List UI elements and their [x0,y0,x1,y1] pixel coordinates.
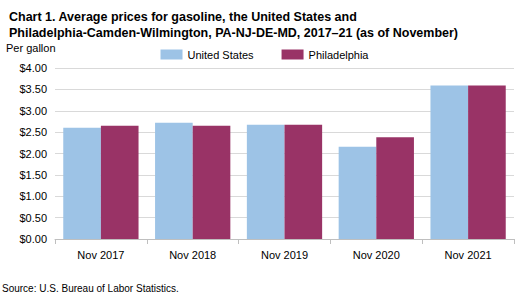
svg-text:Philadelphia: Philadelphia [309,49,370,61]
svg-text:$3.00: $3.00 [19,105,47,117]
svg-text:Per gallon: Per gallon [6,42,56,54]
svg-text:Nov 2020: Nov 2020 [353,249,400,261]
svg-text:$4.00: $4.00 [19,62,47,74]
svg-text:$3.50: $3.50 [19,83,47,95]
svg-text:Philadelphia-Camden-Wilmington: Philadelphia-Camden-Wilmington, PA-NJ-DE… [9,26,458,40]
svg-text:$2.50: $2.50 [19,126,47,138]
svg-text:Chart 1. Average prices for ga: Chart 1. Average prices for gasoline, th… [9,10,360,24]
svg-text:$0.00: $0.00 [19,233,47,245]
svg-text:Nov 2017: Nov 2017 [77,249,124,261]
svg-text:$1.00: $1.00 [19,190,47,202]
svg-text:United States: United States [188,49,255,61]
svg-text:$1.50: $1.50 [19,169,47,181]
svg-text:$0.50: $0.50 [19,212,47,224]
svg-text:$2.00: $2.00 [19,148,47,160]
svg-text:Nov 2019: Nov 2019 [261,249,308,261]
svg-text:Nov 2018: Nov 2018 [169,249,216,261]
svg-text:Nov 2021: Nov 2021 [445,249,492,261]
svg-text:Source: U.S. Bureau of Labor S: Source: U.S. Bureau of Labor Statistics. [2,283,179,294]
